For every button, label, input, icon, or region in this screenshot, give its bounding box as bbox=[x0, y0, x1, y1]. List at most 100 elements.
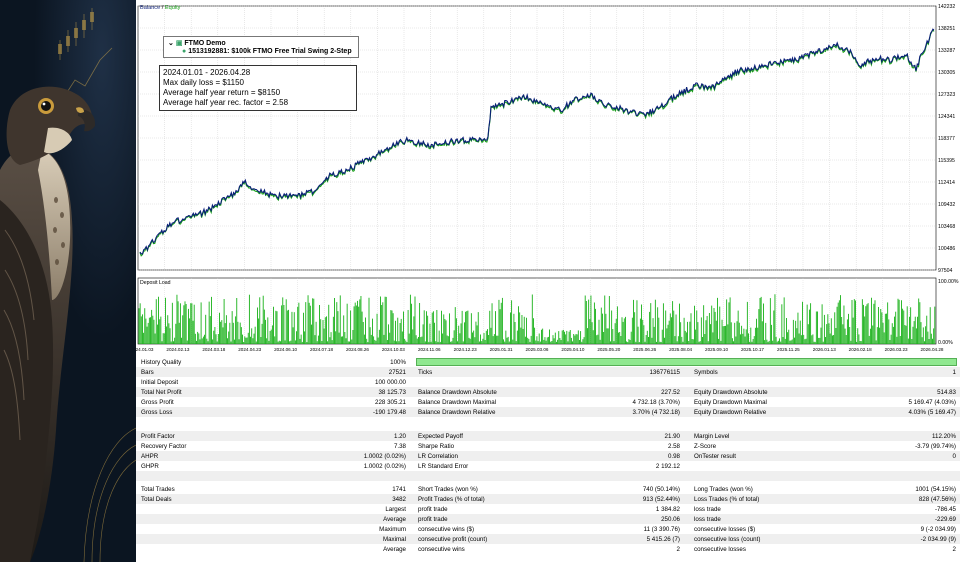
chart-legend: Balance / Equity bbox=[140, 5, 181, 11]
y-tick-label: 109432 bbox=[938, 202, 955, 208]
stats-row-spacer-2 bbox=[136, 471, 960, 481]
symbols-value: 1 bbox=[952, 368, 956, 376]
stats-row-average-consecutive: Average consecutive wins 2 consecutive l… bbox=[136, 544, 960, 554]
equity-line bbox=[139, 28, 935, 257]
ticks-value: 136776115 bbox=[649, 368, 680, 376]
account-detail: 1513192881: $100k FTMO Free Trial Swing … bbox=[188, 48, 352, 55]
gross-loss-value: -190 179.48 bbox=[372, 408, 406, 416]
largest-label: Largest bbox=[385, 505, 406, 513]
total-net-profit-label: Total Net Profit bbox=[141, 388, 182, 396]
profit-trades-label: Profit Trades (% of total) bbox=[418, 495, 485, 503]
initial-deposit-value: 100 000.00 bbox=[375, 378, 406, 386]
maximal-loss-value: -2 034.99 (9) bbox=[920, 535, 956, 543]
avg-consecutive-losses-label: consecutive losses bbox=[694, 545, 746, 553]
y-tick-label: 130305 bbox=[938, 70, 955, 76]
margin-level-value: 112.20% bbox=[932, 432, 956, 440]
stats-row-history-quality: History Quality 100% bbox=[136, 357, 960, 367]
y-tick-label: 124341 bbox=[938, 114, 955, 120]
equity-dd-abs-value: 514.83 bbox=[937, 388, 956, 396]
average-profit-label: profit trade bbox=[418, 515, 448, 523]
load-x-tick-label: 2024.11.06 bbox=[418, 347, 441, 352]
falcon-illustration bbox=[0, 0, 136, 562]
avg-consecutive-wins-value: 2 bbox=[676, 545, 680, 553]
statistics-table: History Quality 100% Bars 27521 Ticks 13… bbox=[136, 357, 960, 562]
max-consecutive-losses-label: consecutive losses ($) bbox=[694, 525, 756, 533]
load-x-tick-label: 2026.03.23 bbox=[885, 347, 908, 352]
summary-info-box: 2024.01.01 - 2026.04.28 Max daily loss =… bbox=[159, 65, 357, 111]
total-deals-label: Total Deals bbox=[141, 495, 172, 503]
equity-dd-max-value: 5 169.47 (4.03%) bbox=[908, 398, 956, 406]
max-consecutive-wins-label: consecutive wins ($) bbox=[418, 525, 475, 533]
ahpr-label: AHPR bbox=[141, 452, 159, 460]
history-quality-label: History Quality bbox=[141, 358, 182, 366]
lr-standard-error-label: LR Standard Error bbox=[418, 462, 469, 470]
equity-dd-rel-value: 4.03% (5 169.47) bbox=[908, 408, 956, 416]
stats-row-total-deals: Total Deals 3482 Profit Trades (% of tot… bbox=[136, 494, 960, 504]
recovery-factor-value: 7.38 bbox=[393, 442, 406, 450]
stats-row-initial-deposit: Initial Deposit 100 000.00 bbox=[136, 377, 960, 387]
y-tick-label: 142232 bbox=[938, 4, 955, 10]
largest-loss-label: loss trade bbox=[694, 505, 721, 513]
avg-consecutive-wins-label: consecutive wins bbox=[418, 545, 465, 553]
average-loss-value: -229.69 bbox=[935, 515, 956, 523]
load-x-tick-label: 2025.04.10 bbox=[561, 347, 584, 352]
load-y-bottom-label: 0.00% bbox=[938, 340, 953, 346]
stats-row-spacer-1 bbox=[136, 417, 960, 427]
load-x-tick-label: 2024.04.23 bbox=[238, 347, 261, 352]
balance-dd-abs-label: Balance Drawdown Absolute bbox=[418, 388, 497, 396]
stats-row-gross-loss: Gross Loss -190 179.48 Balance Drawdown … bbox=[136, 407, 960, 417]
deposit-load-canvas: Deposit Load 100.00% 0.00% 2024.01.03 2024.0… bbox=[136, 277, 959, 352]
lr-correlation-label: LR Correlation bbox=[418, 452, 458, 460]
max-consecutive-wins-value: 11 (3 390.76) bbox=[643, 525, 680, 533]
z-score-label: Z-Score bbox=[694, 442, 717, 450]
stats-row-largest: Largest profit trade 1 384.82 loss trade… bbox=[136, 504, 960, 514]
stats-row-net-profit: Total Net Profit 38 125.73 Balance Drawd… bbox=[136, 387, 960, 397]
load-x-tick-label: 2025.06.26 bbox=[633, 347, 656, 352]
load-y-top-label: 100.00% bbox=[938, 279, 959, 285]
load-x-tick-label: 2026.02.18 bbox=[849, 347, 872, 352]
stats-row-average: Average profit trade 250.06 loss trade -… bbox=[136, 514, 960, 524]
load-x-tick-label: 2025.08.04 bbox=[669, 347, 692, 352]
lr-standard-error-value: 2 192.12 bbox=[655, 462, 680, 470]
expected-payoff-value: 21.90 bbox=[664, 432, 680, 440]
account-name: FTMO Demo bbox=[184, 40, 226, 47]
stats-row-ghpr: GHPR 1.0002 (0.02%) LR Standard Error 2 … bbox=[136, 461, 960, 471]
average-label: Average bbox=[383, 515, 406, 523]
balance-line bbox=[139, 28, 935, 255]
history-quality-value: 100% bbox=[390, 358, 406, 366]
y-tick-label: 103468 bbox=[938, 224, 955, 230]
balance-dd-max-value: 4 732.18 (3.70%) bbox=[632, 398, 680, 406]
load-x-tick-label: 2025.11.25 bbox=[777, 347, 800, 352]
y-tick-label: 115395 bbox=[938, 158, 955, 164]
load-x-tick-label: 2024.12.23 bbox=[454, 347, 477, 352]
backtest-report: 142232 138251 133287 130305 127323 124341 1183… bbox=[136, 0, 960, 562]
loss-trades-value: 828 (47.56%) bbox=[918, 495, 956, 503]
stats-row-profit-factor: Profit Factor 1.20 Expected Payoff 21.90… bbox=[136, 431, 960, 441]
avg-rec-factor-text: Average half year rec. factor = 2.58 bbox=[163, 98, 289, 107]
z-score-value: -3.79 (99.74%) bbox=[915, 442, 956, 450]
balance-dd-rel-label: Balance Drawdown Relative bbox=[418, 408, 496, 416]
balance-dd-max-label: Balance Drawdown Maximal bbox=[418, 398, 497, 406]
deposit-load-chart: Deposit Load 100.00% 0.00% 2024.01.03 2024.0… bbox=[136, 276, 960, 356]
y-tick-label: 112414 bbox=[938, 180, 955, 186]
load-x-tick-label: 2025.01.31 bbox=[490, 347, 513, 352]
largest-profit-label: profit trade bbox=[418, 505, 448, 513]
load-x-tick-label: 2025.03.06 bbox=[526, 347, 549, 352]
load-x-tick-label: 2026.01.13 bbox=[813, 347, 836, 352]
load-chart-title: Deposit Load bbox=[140, 280, 171, 286]
initial-deposit-label: Initial Deposit bbox=[141, 378, 179, 386]
ghpr-label: GHPR bbox=[141, 462, 159, 470]
maximal-label: Maximal bbox=[382, 535, 406, 543]
long-trades-value: 1001 (54.15%) bbox=[915, 485, 956, 493]
legend-separator: / bbox=[160, 5, 165, 11]
lr-correlation-value: 0.98 bbox=[667, 452, 680, 460]
maximal-profit-label: consecutive profit (count) bbox=[418, 535, 488, 543]
largest-profit-value: 1 384.82 bbox=[655, 505, 680, 513]
collapse-chevron-icon[interactable]: ⌄ bbox=[168, 40, 174, 47]
y-tick-label: 118377 bbox=[938, 136, 955, 142]
stats-row-ahpr: AHPR 1.0002 (0.02%) LR Correlation 0.98 … bbox=[136, 451, 960, 461]
legend-balance: Balance bbox=[140, 5, 160, 11]
long-trades-label: Long Trades (won %) bbox=[694, 485, 753, 493]
gross-profit-value: 228 305.21 bbox=[375, 398, 406, 406]
ticks-label: Ticks bbox=[418, 368, 433, 376]
